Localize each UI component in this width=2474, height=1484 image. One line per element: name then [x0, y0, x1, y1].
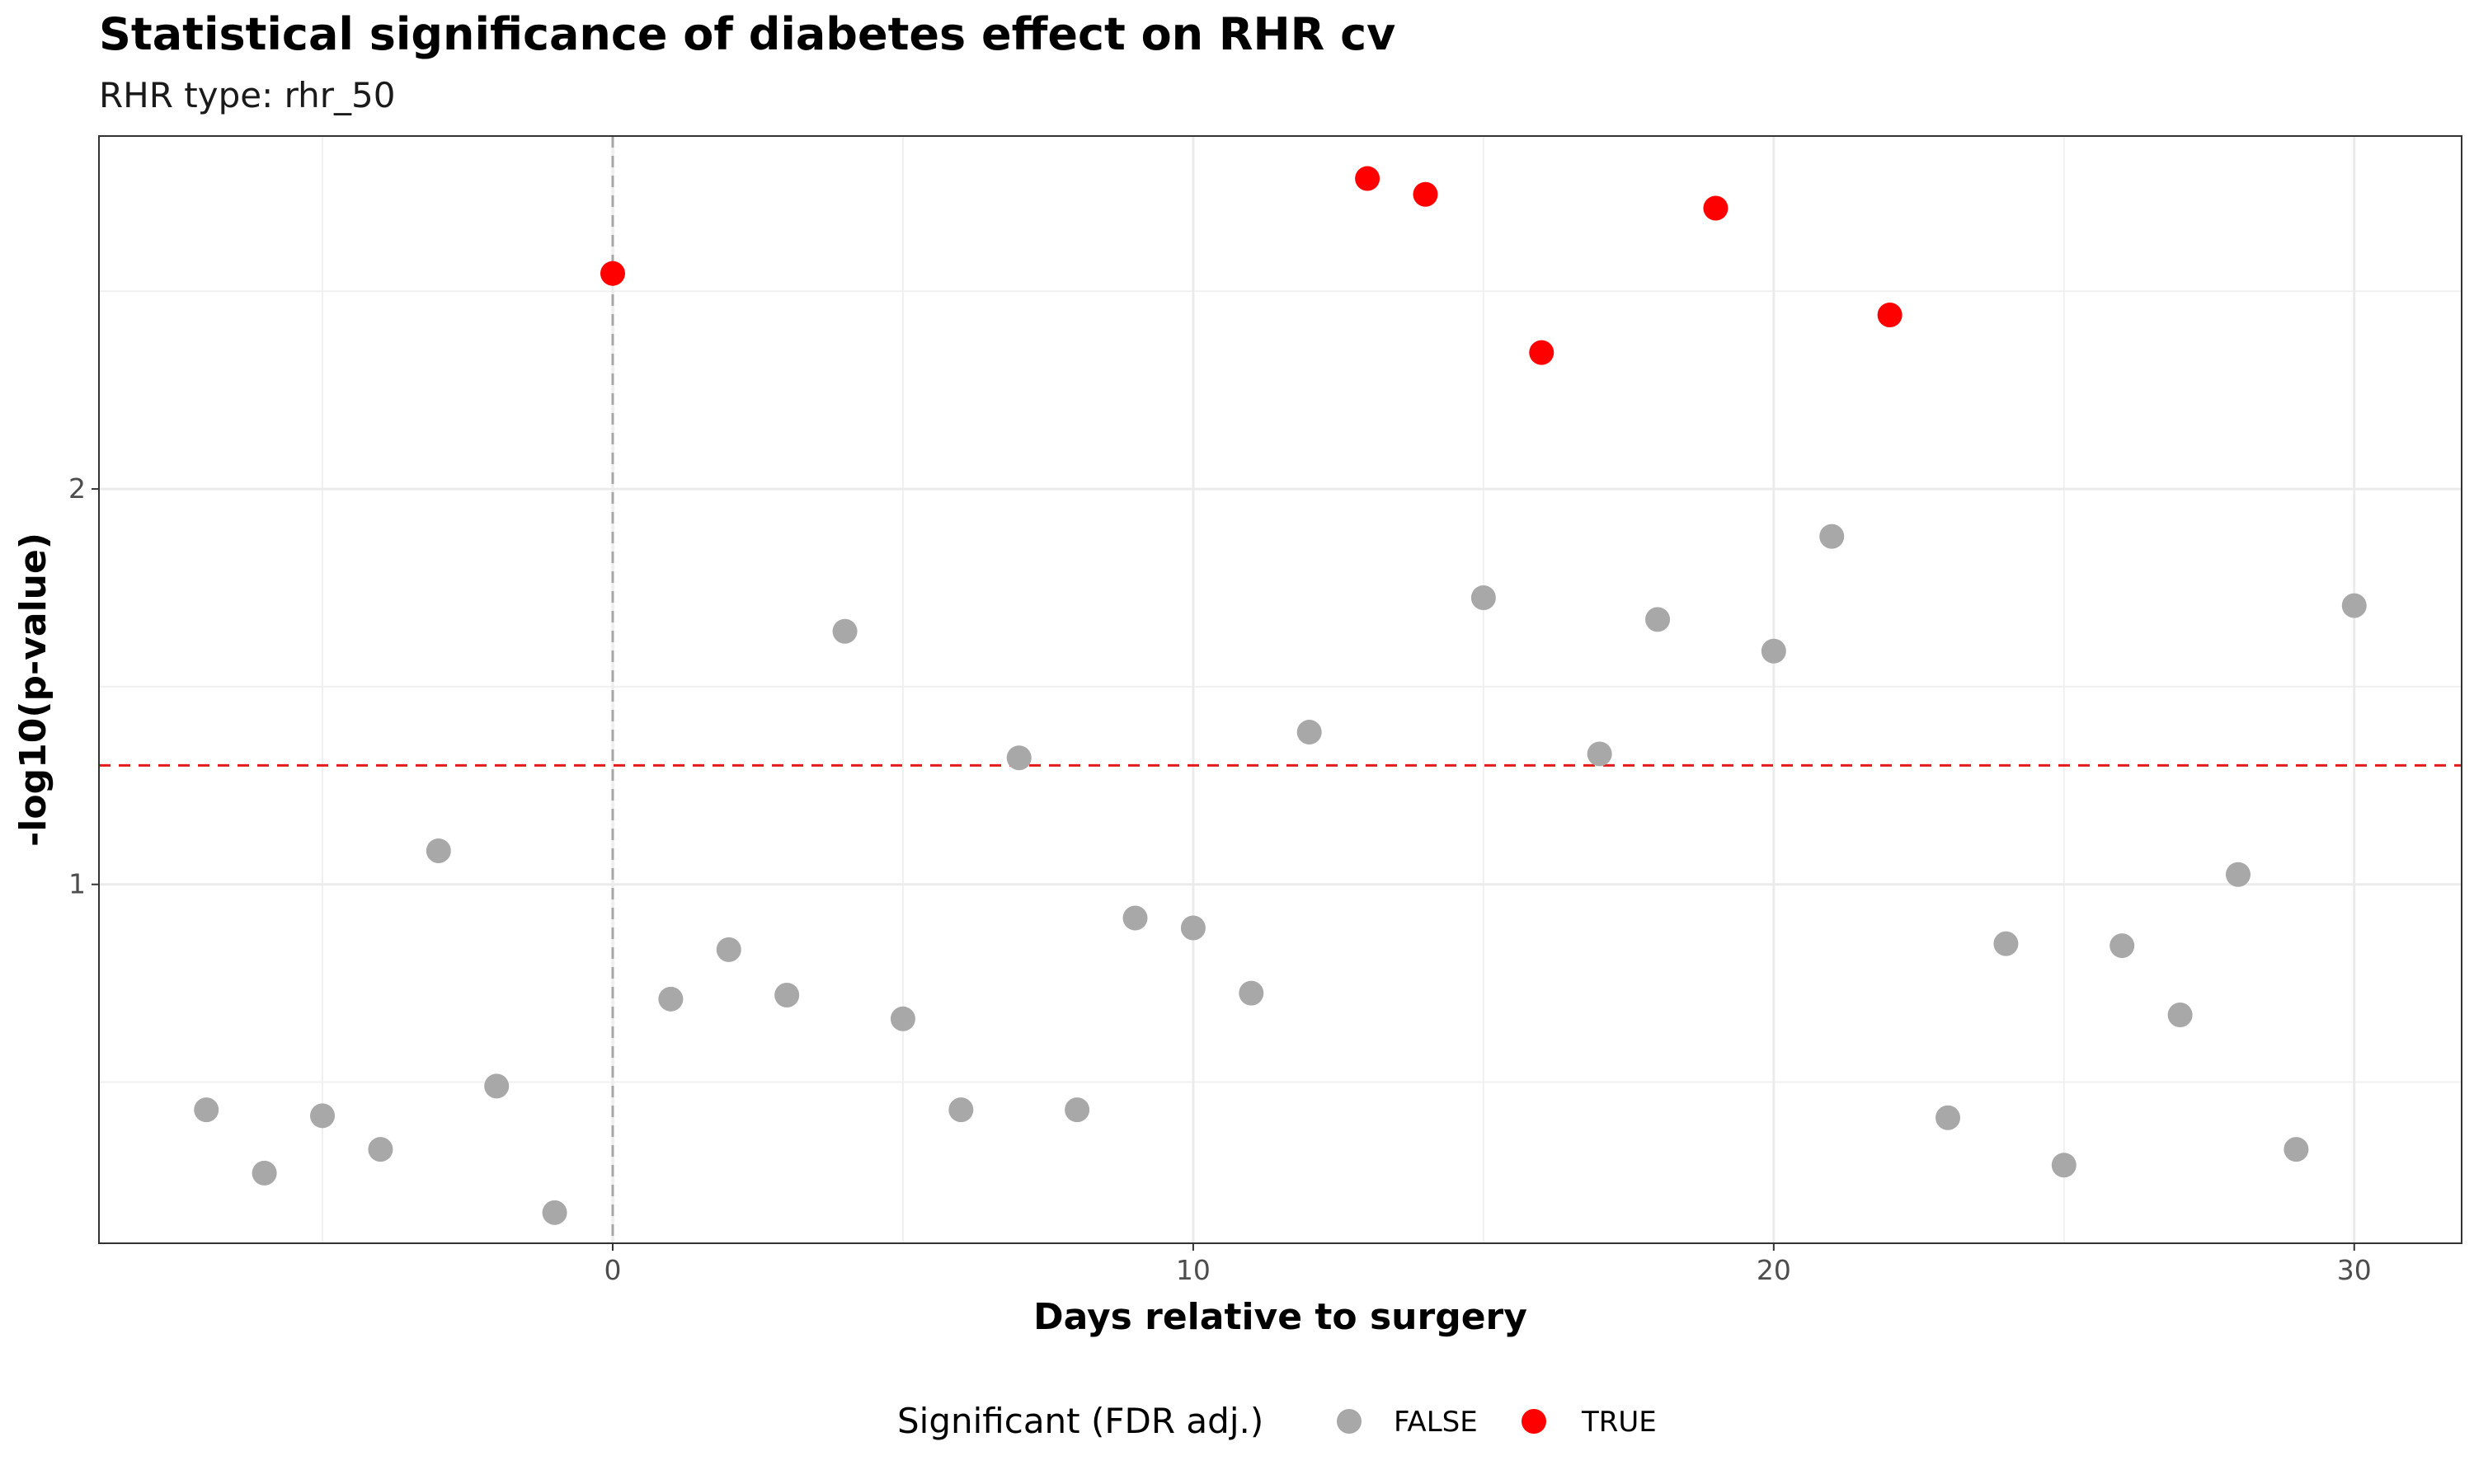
- legend-key-true: [1522, 1409, 1546, 1434]
- nonsignificant-point: [1006, 745, 1032, 771]
- reference-lines: [99, 136, 2462, 1243]
- nonsignificant-point: [890, 1006, 915, 1031]
- nonsignificant-point: [774, 983, 800, 1008]
- nonsignificant-point: [716, 937, 741, 962]
- nonsignificant-point: [1296, 720, 1322, 745]
- nonsignificant-point: [2225, 862, 2251, 887]
- significant-point: [1355, 166, 1380, 191]
- x-tick-label: 30: [2337, 1254, 2372, 1286]
- nonsignificant-point: [2051, 1153, 2077, 1178]
- significant-point: [1413, 181, 1438, 207]
- legend-label-true: TRUE: [1581, 1406, 1657, 1439]
- nonsignificant-point: [310, 1103, 336, 1129]
- y-tick-label: 2: [68, 472, 86, 505]
- nonsignificant-point: [542, 1200, 567, 1225]
- significant-point: [1529, 340, 1554, 365]
- chart-subtitle: RHR type: rhr_50: [99, 75, 395, 115]
- nonsignificant-point: [252, 1160, 277, 1186]
- nonsignificant-point: [832, 618, 858, 644]
- y-tick-label: 1: [68, 868, 86, 900]
- data-points: [194, 166, 2367, 1225]
- nonsignificant-point: [194, 1097, 219, 1123]
- significant-point: [1877, 303, 1903, 328]
- legend-title: Significant (FDR adj.): [897, 1401, 1263, 1441]
- nonsignificant-point: [1587, 741, 1612, 767]
- grid: [99, 136, 2462, 1243]
- nonsignificant-point: [1239, 980, 1264, 1006]
- x-tick-label: 20: [1757, 1254, 1791, 1286]
- nonsignificant-point: [1065, 1097, 1090, 1123]
- nonsignificant-point: [426, 838, 451, 863]
- axis-ticks: 0 10 20 30 1 2: [68, 472, 2372, 1286]
- nonsignificant-point: [1935, 1105, 1961, 1130]
- x-axis-title: Days relative to surgery: [1033, 1296, 1527, 1338]
- nonsignificant-point: [2284, 1137, 2309, 1162]
- nonsignificant-point: [1180, 915, 1206, 941]
- nonsignificant-point: [2109, 933, 2135, 959]
- legend-label-false: FALSE: [1394, 1406, 1478, 1439]
- nonsignificant-point: [948, 1097, 974, 1123]
- nonsignificant-point: [658, 986, 684, 1012]
- plot-panel-border: [98, 135, 2462, 1244]
- chart-title: Statistical significance of diabetes eff…: [99, 8, 1395, 60]
- legend-key-false: [1337, 1409, 1362, 1434]
- nonsignificant-point: [2341, 593, 2367, 618]
- nonsignificant-point: [1645, 607, 1671, 632]
- legend: Significant (FDR adj.) FALSE TRUE: [897, 1401, 1657, 1441]
- nonsignificant-point: [1993, 931, 2019, 956]
- x-tick-label: 10: [1176, 1254, 1211, 1286]
- nonsignificant-point: [1122, 905, 1148, 931]
- nonsignificant-point: [368, 1137, 393, 1162]
- nonsignificant-point: [1761, 638, 1786, 664]
- y-axis-title: -log10(p-value): [12, 533, 54, 847]
- nonsignificant-point: [1470, 585, 1496, 610]
- nonsignificant-point: [1819, 524, 1845, 549]
- nonsignificant-point: [2167, 1003, 2193, 1028]
- nonsignificant-point: [484, 1073, 510, 1099]
- x-tick-label: 0: [604, 1254, 621, 1286]
- significant-point: [600, 261, 625, 286]
- significant-point: [1703, 195, 1729, 221]
